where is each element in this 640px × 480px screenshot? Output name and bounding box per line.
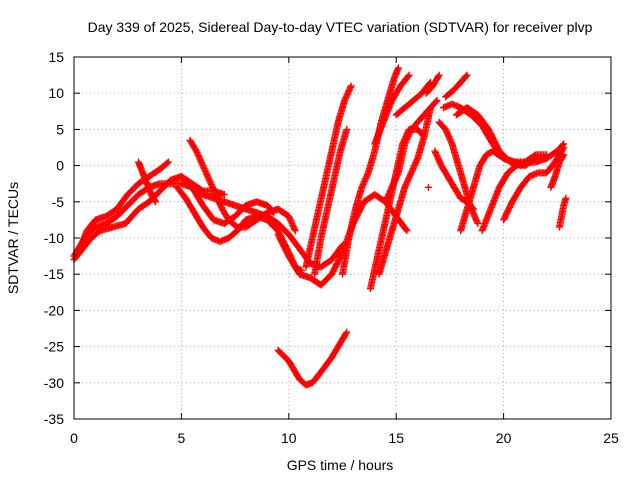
- axes: 0 5 10 15 20 25 -35 -30 -25 -20 -15 -10 -5 0 5 10 15: [44, 49, 619, 446]
- series-track-3: [74, 158, 173, 256]
- data-point: [403, 227, 411, 235]
- data-point: [560, 151, 568, 159]
- data-point: [424, 183, 432, 191]
- data-point: [462, 72, 470, 80]
- series-track-8: [274, 328, 351, 389]
- x-tick-label: 20: [496, 430, 512, 446]
- y-tick-label: -25: [44, 339, 64, 355]
- series-track-6: [177, 172, 278, 228]
- data-point: [152, 198, 160, 206]
- data-point: [433, 96, 441, 104]
- series-track-18: [442, 71, 471, 101]
- data-marks: [70, 64, 570, 389]
- series-track-24: [478, 154, 551, 235]
- data-point: [163, 159, 171, 167]
- data-point: [151, 197, 159, 205]
- series-track-17: [422, 71, 443, 97]
- data-point: [347, 82, 355, 90]
- series-track-19: [431, 147, 478, 213]
- series-track-16: [392, 78, 435, 119]
- x-axis-label: GPS time / hours: [287, 457, 394, 473]
- data-point: [394, 64, 402, 72]
- data-point: [343, 125, 351, 133]
- y-tick-label: -35: [44, 411, 64, 427]
- data-point: [435, 71, 443, 79]
- y-axis-label: SDTVAR / TECUs: [5, 182, 21, 294]
- data-point: [463, 71, 471, 79]
- x-tick-label: 10: [281, 430, 297, 446]
- data-point: [474, 220, 482, 228]
- data-point: [402, 226, 410, 234]
- x-tick-label: 0: [70, 430, 78, 446]
- data-point: [342, 329, 350, 337]
- series-track-10: [311, 125, 351, 278]
- data-point: [291, 227, 299, 235]
- data-point: [269, 208, 277, 216]
- data-point: [559, 152, 567, 160]
- data-point: [405, 71, 413, 79]
- y-tick-label: 15: [48, 49, 64, 65]
- series-track-13: [371, 71, 413, 148]
- data-point: [434, 72, 442, 80]
- chart-title: Day 339 of 2025, Sidereal Day-to-day VTE…: [88, 19, 593, 35]
- y-tick-label: 0: [56, 158, 64, 174]
- series-track-26: [547, 151, 568, 191]
- x-tick-label: 25: [603, 430, 619, 446]
- data-point: [343, 328, 351, 336]
- data-point: [543, 154, 551, 162]
- data-point: [270, 209, 278, 217]
- y-tick-label: 10: [48, 85, 64, 101]
- data-point: [404, 72, 412, 80]
- x-tick-label: 15: [388, 430, 404, 446]
- y-tick-label: 5: [56, 121, 64, 137]
- y-tick-label: -30: [44, 375, 64, 391]
- data-point: [220, 191, 228, 199]
- series-track-29: [424, 183, 432, 191]
- data-point: [560, 144, 568, 151]
- y-tick-label: -5: [52, 194, 65, 210]
- data-point: [165, 158, 173, 166]
- data-point: [559, 145, 567, 153]
- data-point: [562, 194, 570, 202]
- data-point: [432, 97, 440, 105]
- plot-frame: [73, 56, 612, 420]
- series-track-27: [555, 194, 570, 231]
- series-track-9: [302, 82, 355, 271]
- y-tick-label: -15: [44, 266, 64, 282]
- series-track-14: [375, 104, 435, 278]
- x-tick-label: 5: [178, 430, 186, 446]
- series-track-28: [134, 158, 160, 206]
- series-track-15: [381, 96, 441, 206]
- y-tick-label: -10: [44, 230, 64, 246]
- y-tick-label: -20: [44, 302, 64, 318]
